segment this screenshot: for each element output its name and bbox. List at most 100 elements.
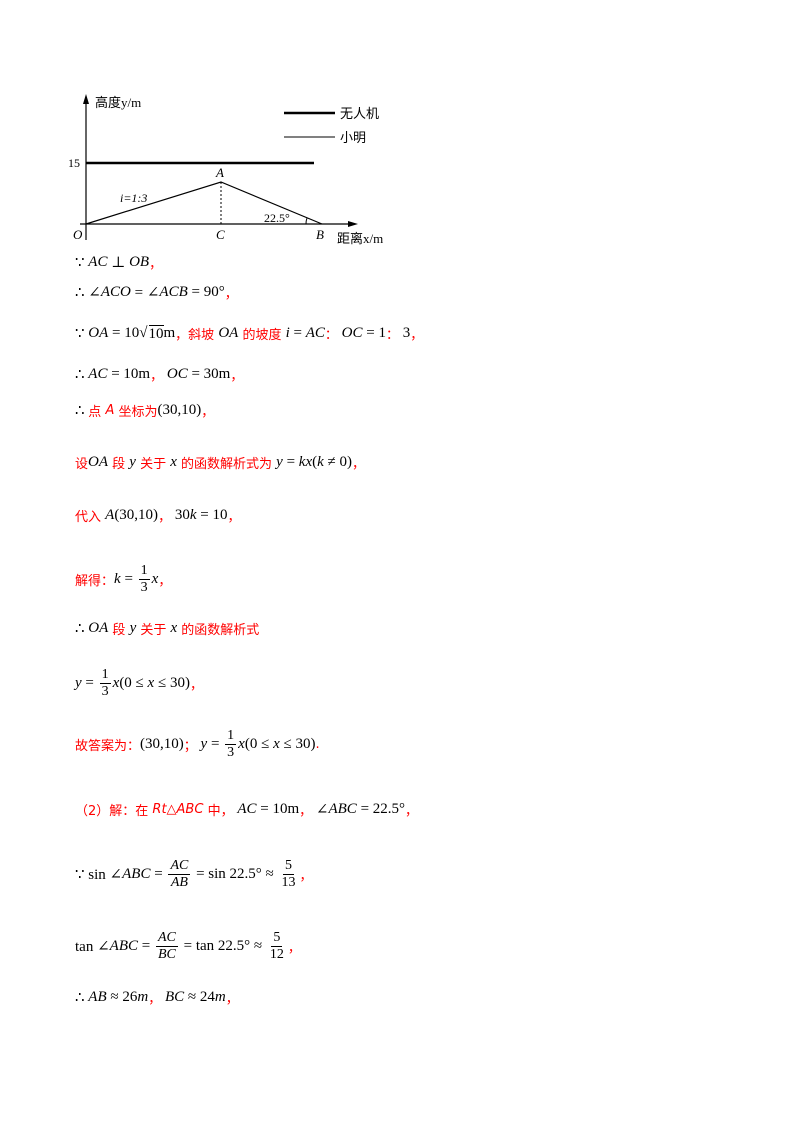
math-text: = 22.5° [356,801,406,817]
math-text: ∴ [75,990,89,1006]
fraction: AC BC [155,930,178,963]
solution-line: ∴ AC = 10m， OC = 30m， [75,365,243,384]
math-text: (30,10) [157,402,202,418]
solution-line: 解得： k = 1 3 x， [75,563,171,596]
solution-line: ∴ 点 A 坐标为 (30,10)， [75,401,214,420]
math-text: kx [298,454,313,470]
fraction-denominator: 12 [269,947,284,962]
annotation-text: ， [352,457,366,472]
math-text: (30,10) [114,507,159,523]
fraction-denominator: 3 [227,745,235,760]
math-text: k [189,507,197,523]
annotation-text: Rt△ABC [152,802,204,817]
solution-line: 故答案为： (30,10)； y = 1 3 x (0 ≤ x ≤ 30). [75,728,320,761]
annotation-text: ， [189,678,203,693]
math-text: m [163,325,176,341]
slope-label: i=1:3 [120,191,147,205]
math-text: x [170,454,177,470]
fraction: 5 12 [268,930,286,963]
math-text: AC [237,801,257,817]
annotation-text: 坐标为 [114,405,158,420]
math-text: = 10m [256,801,300,817]
annotation-text: ： [385,328,399,343]
point-o: O [73,227,83,242]
solution-line: y = 1 3 x (0 ≤ x ≤ 30)， [75,667,203,700]
math-text: ABC [122,866,151,882]
math-text: OC [166,366,188,382]
math-text: = sin 22.5° ≈ [192,866,278,882]
solution-line: ∵ AC ⊥ OB， [75,253,162,272]
annotation-text: 的坡度 [238,328,286,343]
fraction-denominator: 3 [140,580,148,595]
math-text: AC [305,325,325,341]
annotation-text: 关于 [136,623,171,638]
math-text: (0 ≤ [244,736,274,752]
math-text: = [120,571,137,587]
math-text: y [129,620,137,636]
math-text: OA [218,325,239,341]
point-b: B [316,227,324,242]
math-text: x [273,736,280,752]
annotation-text: ： [324,328,338,343]
fraction-denominator: AB [170,875,188,890]
math-text: ACO [100,284,131,300]
point-c: C [216,227,225,242]
math-text: OA [88,454,109,470]
annotation-text: ， [158,574,172,589]
math-text: x [112,675,120,691]
annotation-text: 关于 [135,457,171,472]
annotation-text: ， [201,405,215,420]
fraction: AC AB [168,858,191,891]
math-text: m [214,989,226,1005]
annotation-text: ； [183,739,197,754]
math-text: ∴ ∠ [75,285,101,301]
math-text: = 90° [187,284,225,300]
math-text: 3 [398,325,411,341]
annotation-text: ， [230,369,244,384]
annotation-text: ， [148,992,162,1007]
math-text: BC [164,989,185,1005]
math-text: AB [88,989,107,1005]
math-text: AC [88,366,108,382]
math-text: 10 [148,324,164,342]
fraction-numerator: 5 [283,858,295,875]
math-text: y [129,454,136,470]
math-text: ∴ [75,367,89,383]
annotation-text: ， [150,369,164,384]
math-text: ( [312,454,318,470]
fraction-numerator: 1 [225,728,237,745]
math-text: = [289,325,306,341]
fraction-denominator: 3 [101,684,109,699]
annotation-text: 中， [203,804,234,819]
math-text: ACB [159,284,188,300]
fraction-numerator: 1 [138,563,150,580]
solution-line: tan ∠ ABC = AC BC = tan 22.5° ≈ 5 12， [75,930,301,963]
math-text: i [285,325,290,341]
annotation-text: ， [410,328,424,343]
math-text: ∠ [312,802,329,818]
solution-line: ∵ OA = 10 √ 10 m ，斜坡 OA 的坡度 i = AC： OC = 1： … [75,324,423,343]
fraction-denominator: BC [157,947,176,962]
annotation-text: 点 [88,405,106,420]
annotation-text: 的函数解析式 [177,623,260,638]
math-text: = 30m [187,366,231,382]
math-text: y [75,675,82,691]
angle-arc [305,217,308,225]
math-text: = tan 22.5° ≈ [179,938,266,954]
annotation-text: ， [225,992,239,1007]
math-text: = 1 [362,325,386,341]
math-text: (30,10) [140,736,184,752]
annotation-text: 段 [108,457,130,472]
x-axis-arrow [348,221,358,227]
math-text: ≤ 30) [279,736,316,752]
math-text: m [137,989,149,1005]
annotation-text: 故答案为： [75,739,141,754]
math-text: ≈ 24 [184,989,215,1005]
math-text: x [151,571,159,587]
graph-diagram: 高度y/m 距离x/m 无人机 小明 15 O A C B i=1:3 22.5… [68,94,383,246]
annotation-text: ， [287,941,301,956]
math-text: OC [341,325,363,341]
